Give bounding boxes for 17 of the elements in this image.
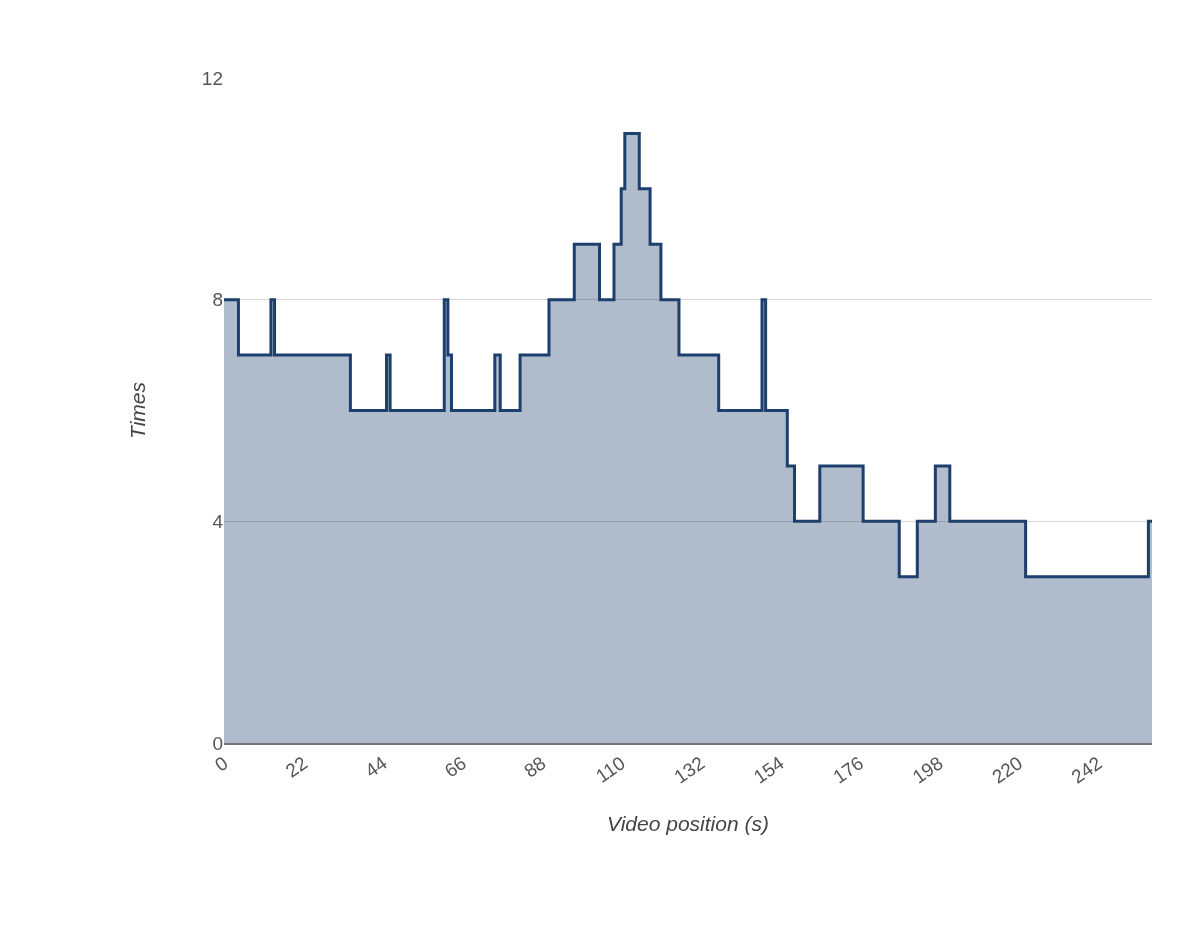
x-tick-label: 44 (361, 751, 391, 782)
x-tick-label: 242 (1067, 752, 1106, 788)
x-tick-label: 198 (908, 752, 947, 788)
x-tick-label: 132 (670, 752, 709, 788)
y-tick-label: 8 (212, 289, 223, 311)
x-axis-title: Video position (s) (607, 812, 769, 836)
x-tick-label: 88 (520, 752, 550, 782)
y-tick-label: 12 (201, 67, 223, 89)
x-tick-label: 110 (592, 752, 629, 787)
y-axis-title: Times (126, 381, 150, 439)
y-tick-label: 4 (212, 510, 224, 532)
x-tick-label: 176 (829, 752, 868, 788)
x-tick-label: 22 (281, 752, 312, 782)
x-tick-label: 154 (749, 751, 789, 788)
x-tick-label: 66 (440, 752, 471, 782)
x-tick-label: 220 (988, 752, 1027, 788)
y-tick-label: 0 (212, 732, 223, 754)
